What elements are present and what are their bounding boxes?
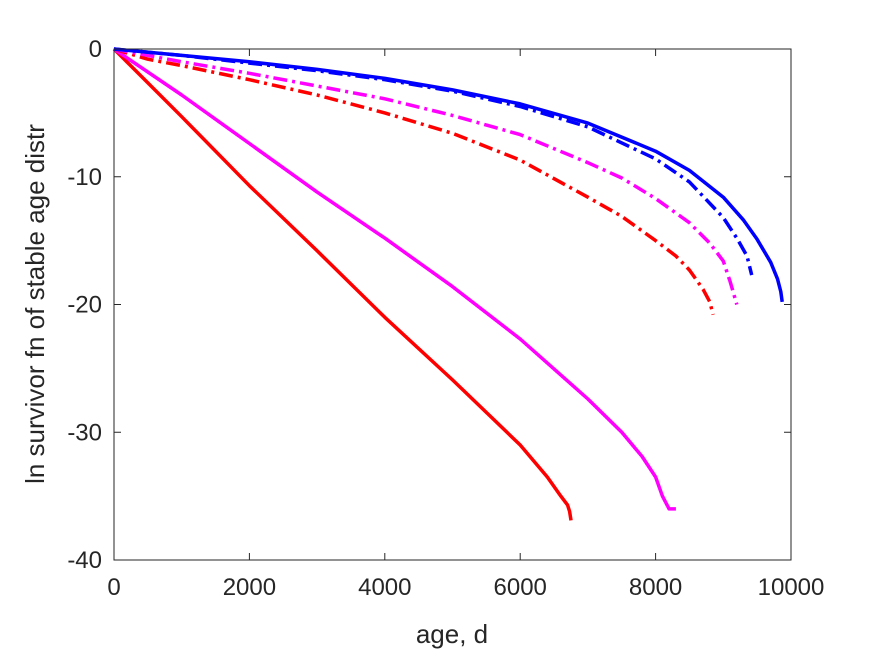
- x-tick-label: 10000: [758, 574, 825, 601]
- series-layer: [112, 47, 784, 521]
- y-tick-label: -30: [67, 419, 102, 446]
- y-tick-label: 0: [89, 36, 102, 63]
- y-tick-label: -20: [67, 292, 102, 319]
- y-tick-label: -10: [67, 164, 102, 191]
- series-line-6: [113, 47, 784, 303]
- series-line-4: [113, 47, 739, 305]
- x-tick-label: 6000: [494, 574, 547, 601]
- y-ticks: 0 -10 -20 -30 -40: [67, 36, 791, 574]
- series-line-1: [112, 47, 573, 521]
- x-tick-label: 4000: [358, 574, 411, 601]
- series-line-2: [113, 47, 676, 511]
- plot-area: [114, 49, 791, 560]
- x-tick-label: 0: [107, 574, 120, 601]
- y-axis-label: ln survivor fn of stable age distr: [20, 124, 50, 484]
- x-tick-label: 8000: [629, 574, 682, 601]
- x-tick-label: 2000: [223, 574, 276, 601]
- series-line-3: [113, 47, 715, 316]
- x-ticks: 0 2000 4000 6000 8000 10000: [107, 49, 824, 601]
- y-tick-label: -40: [67, 547, 102, 574]
- x-axis-label: age, d: [416, 619, 488, 649]
